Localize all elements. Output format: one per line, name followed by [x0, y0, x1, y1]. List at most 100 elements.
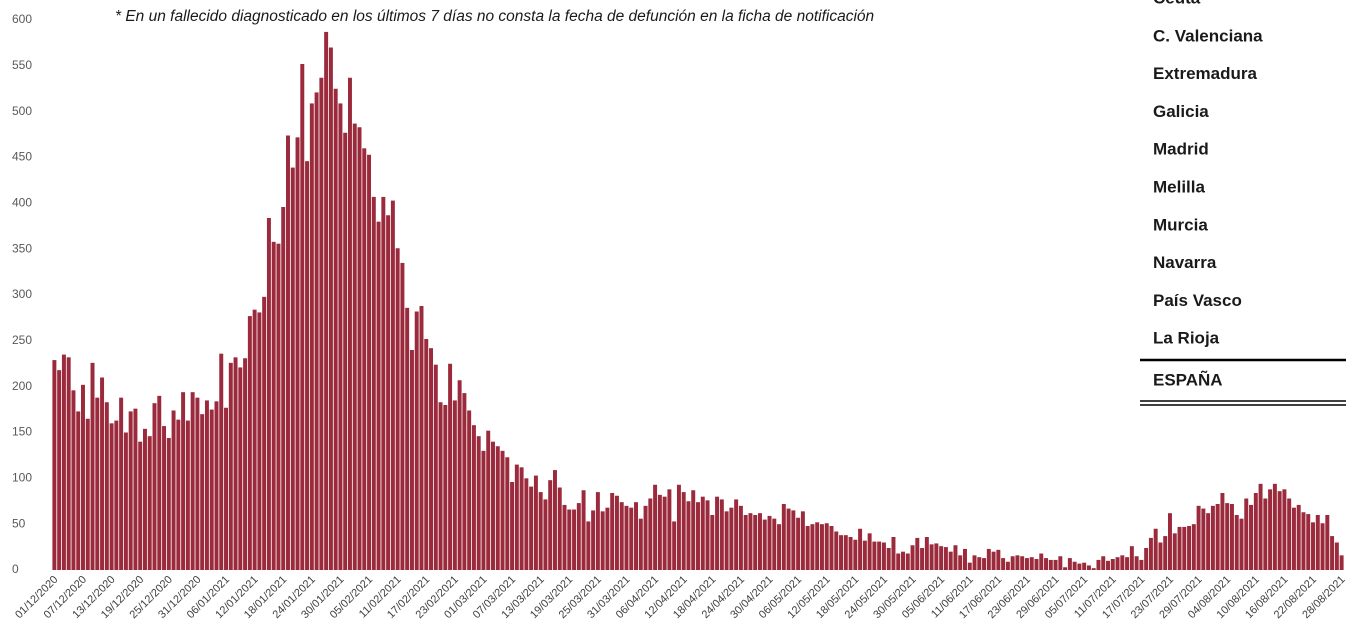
bar	[405, 307, 410, 570]
bar	[367, 154, 372, 570]
bar	[1215, 504, 1220, 570]
annotation: * En un fallecido diagnosticado en los ú…	[115, 8, 874, 25]
bar	[176, 419, 181, 570]
bar	[1139, 559, 1144, 570]
bar	[433, 364, 438, 570]
bar	[262, 296, 267, 570]
bar	[881, 542, 886, 570]
bar	[243, 358, 248, 570]
bar	[1048, 559, 1053, 570]
bar	[1096, 559, 1101, 570]
bar	[700, 496, 705, 570]
bar	[600, 511, 605, 570]
bar	[1244, 498, 1249, 570]
bar	[1058, 556, 1063, 570]
bar	[691, 490, 696, 570]
bar	[629, 507, 634, 570]
bar	[657, 494, 662, 570]
bar	[514, 464, 519, 570]
bar	[1163, 536, 1168, 570]
bar	[1191, 524, 1196, 570]
bar	[743, 515, 748, 570]
bar	[257, 312, 262, 570]
bar	[309, 103, 314, 571]
bar	[247, 316, 252, 570]
bar	[815, 522, 820, 570]
bar	[853, 539, 858, 570]
bar	[1330, 536, 1335, 570]
bar	[1134, 556, 1139, 570]
bar	[400, 262, 405, 570]
bar	[1039, 553, 1044, 570]
bar	[829, 526, 834, 570]
bar	[962, 548, 967, 570]
bar	[1125, 557, 1130, 570]
bar	[1086, 565, 1091, 570]
bar	[667, 489, 672, 570]
bar	[1311, 522, 1315, 570]
bar	[748, 513, 753, 570]
bar	[1263, 498, 1268, 570]
bar	[1005, 561, 1010, 570]
bar	[982, 558, 987, 570]
bar	[1187, 526, 1192, 570]
bar	[357, 127, 362, 570]
bar	[605, 507, 610, 570]
bar	[1315, 515, 1320, 570]
bar	[967, 562, 972, 570]
table-row: Extremadura	[1153, 64, 1257, 83]
bar	[619, 502, 624, 570]
bar	[1015, 555, 1020, 570]
bar	[390, 200, 395, 571]
y-tick-label: 300	[12, 287, 32, 301]
y-tick-label: 400	[12, 196, 32, 210]
bar	[939, 546, 944, 570]
table-row: Galicia	[1153, 102, 1209, 121]
bar	[1020, 556, 1025, 570]
bar	[214, 401, 219, 570]
bar	[953, 545, 958, 570]
bar	[858, 528, 863, 570]
bar	[290, 167, 295, 571]
bar	[219, 353, 224, 570]
bar	[61, 354, 66, 570]
bar	[1182, 526, 1187, 570]
bar	[476, 436, 481, 570]
bar	[162, 426, 167, 570]
bar	[1291, 507, 1296, 570]
bar	[624, 505, 629, 570]
bar	[719, 499, 724, 570]
bar	[1115, 557, 1120, 570]
bar	[57, 370, 62, 570]
bar	[1063, 567, 1068, 570]
bar	[362, 148, 367, 571]
bar	[1287, 498, 1292, 570]
y-tick-label: 500	[12, 104, 32, 118]
bar	[934, 543, 939, 570]
bar	[171, 410, 176, 570]
bar	[204, 400, 209, 570]
bar	[338, 103, 343, 571]
bar	[891, 537, 896, 570]
bar	[548, 480, 553, 570]
bar	[1201, 508, 1206, 570]
bar	[996, 549, 1001, 570]
bar	[166, 438, 171, 570]
bar	[924, 537, 929, 570]
bar	[929, 544, 934, 570]
bar	[819, 524, 824, 570]
bar	[757, 513, 762, 570]
bar	[324, 31, 329, 570]
y-tick-label: 100	[12, 471, 32, 485]
bar	[85, 418, 90, 570]
table-row: Madrid	[1153, 140, 1209, 159]
bar	[705, 500, 710, 570]
bar	[581, 490, 586, 570]
bar	[228, 362, 233, 570]
bar	[724, 511, 729, 570]
bar	[347, 77, 352, 570]
bar	[224, 407, 228, 570]
bar	[567, 509, 572, 570]
bar	[1210, 505, 1215, 570]
